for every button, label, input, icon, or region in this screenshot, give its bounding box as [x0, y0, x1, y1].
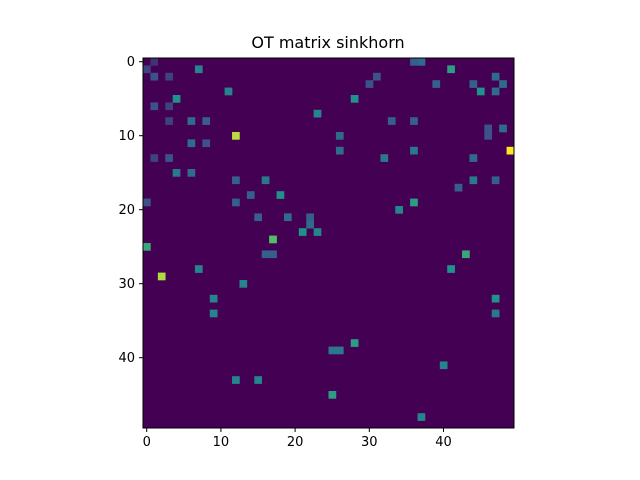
heatmap-cell	[410, 58, 418, 66]
heatmap-cell	[232, 176, 240, 185]
heatmap-cell	[491, 176, 500, 185]
heatmap-cell	[491, 294, 500, 303]
heatmap-cell	[447, 65, 455, 74]
heatmap-cell	[150, 72, 159, 81]
heatmap-cell	[365, 80, 374, 88]
heatmap-cell	[447, 265, 455, 273]
heatmap-cell	[499, 124, 507, 133]
heatmap-cell	[150, 102, 159, 111]
heatmap-cell	[462, 250, 470, 259]
y-tick-label: 40	[118, 351, 135, 366]
heatmap-cell	[410, 198, 418, 207]
heatmap-cell	[469, 80, 478, 88]
heatmap-cell	[454, 183, 463, 192]
heatmap-cell	[506, 146, 515, 155]
heatmap-cell	[380, 154, 389, 162]
y-tick-label: 0	[127, 55, 135, 70]
heatmap-cell	[150, 154, 159, 162]
heatmap-cell	[410, 146, 418, 155]
heatmap-cell	[350, 339, 359, 347]
heatmap-cell	[469, 154, 478, 162]
heatmap-cell	[209, 294, 218, 303]
heatmap-cell	[276, 191, 285, 199]
heatmap-cell	[328, 391, 337, 399]
heatmap-cell	[432, 80, 441, 88]
heatmap-cell	[165, 72, 173, 81]
heatmap-cell	[491, 309, 500, 318]
heatmap-cell	[410, 117, 418, 125]
heatmap-cell	[172, 169, 181, 177]
heatmap-cell	[373, 72, 381, 81]
heatmap-cell	[335, 346, 344, 355]
heatmap-cells	[143, 58, 515, 428]
heatmap-cell	[202, 117, 211, 125]
heatmap-cell	[417, 58, 426, 66]
x-tick-label: 0	[143, 435, 151, 450]
heatmap-cell	[187, 139, 196, 148]
heatmap-cell	[395, 206, 403, 214]
heatmap-cell	[254, 376, 263, 384]
heatmap-cell	[165, 102, 173, 111]
heatmap-cell	[491, 87, 500, 96]
axis-ticks: 0 10 20 30 40 0 10 20 30 40	[118, 55, 451, 450]
heatmap-cell	[261, 250, 270, 259]
heatmap-cell	[335, 146, 344, 155]
y-tick-label: 10	[118, 129, 135, 144]
heatmap-cell	[232, 198, 240, 207]
heatmap-cell	[187, 117, 196, 125]
heatmap-cell	[150, 58, 159, 66]
heatmap-cell	[269, 235, 277, 244]
heatmap-cell	[157, 272, 166, 281]
heatmap-cell	[491, 72, 500, 81]
heatmap-cell	[254, 213, 263, 222]
heatmap-cell	[224, 87, 233, 96]
heatmap-cell	[143, 65, 151, 74]
heatmap-cell	[194, 265, 203, 273]
x-tick-label: 10	[213, 435, 230, 450]
heatmap-cell	[202, 139, 211, 148]
heatmap-cell	[187, 169, 196, 177]
heatmap-cell	[232, 376, 240, 384]
heatmap-cell	[261, 176, 270, 185]
heatmap-cell	[417, 413, 426, 421]
heatmap-cell	[350, 95, 359, 103]
heatmap-cell	[313, 109, 322, 118]
x-tick-label: 40	[435, 435, 452, 450]
heatmap-cell	[313, 228, 322, 236]
heatmap-cell	[246, 191, 255, 199]
heatmap-cell	[439, 361, 448, 370]
heatmap-background	[143, 58, 514, 428]
heatmap-cell	[232, 132, 240, 140]
y-tick-label: 20	[118, 203, 135, 218]
heatmap-cell	[469, 176, 478, 185]
heatmap-cell	[328, 346, 337, 355]
heatmap-cell	[209, 309, 218, 318]
chart-title: OT matrix sinkhorn	[251, 33, 405, 52]
heatmap-cell	[165, 154, 173, 162]
heatmap-cell	[298, 228, 307, 236]
heatmap-cell	[476, 87, 485, 96]
heatmap-cell	[143, 243, 151, 251]
heatmap-cell	[239, 280, 248, 288]
heatmap-cell	[387, 117, 396, 125]
x-tick-label: 30	[361, 435, 378, 450]
axes-frame	[142, 57, 515, 429]
heatmap-cell	[335, 132, 344, 140]
y-tick-label: 30	[118, 277, 135, 292]
x-tick-label: 20	[287, 435, 304, 450]
heatmap-cell	[172, 95, 181, 103]
heatmap-cell	[306, 213, 314, 222]
heatmap-cell	[484, 124, 493, 133]
heatmap-cell	[283, 213, 292, 222]
heatmap-cell	[165, 117, 173, 125]
heatmap-cell	[194, 65, 203, 74]
heatmap-cell	[499, 80, 507, 88]
heatmap-cell	[143, 198, 151, 207]
heatmap-cell	[306, 220, 314, 229]
heatmap-cell	[269, 250, 277, 259]
heatmap-cell	[484, 132, 493, 140]
